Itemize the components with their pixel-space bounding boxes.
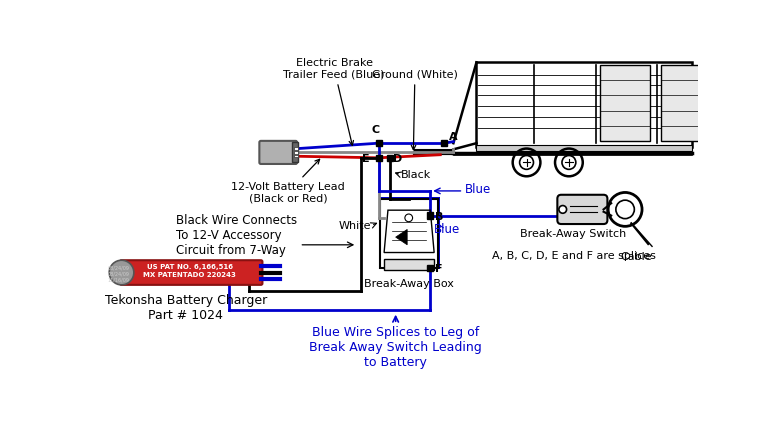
Text: D: D bbox=[394, 153, 402, 164]
Bar bbox=[294, 155, 298, 157]
Text: C: C bbox=[372, 126, 380, 136]
Text: Break-Away Box: Break-Away Box bbox=[364, 279, 454, 289]
Bar bbox=[387, 155, 394, 161]
Text: B: B bbox=[435, 212, 443, 222]
Polygon shape bbox=[396, 229, 407, 245]
FancyBboxPatch shape bbox=[120, 260, 262, 285]
FancyBboxPatch shape bbox=[557, 195, 608, 224]
Bar bbox=[427, 265, 433, 271]
Text: Ground (White): Ground (White) bbox=[372, 69, 457, 150]
Text: F: F bbox=[435, 265, 443, 274]
Text: Electric Brake
Trailer Feed (Blue): Electric Brake Trailer Feed (Blue) bbox=[283, 58, 385, 145]
Text: Cable: Cable bbox=[621, 252, 653, 262]
Text: US PAT NO. 6,166,516
MX PATENTADO 220243: US PAT NO. 6,166,516 MX PATENTADO 220243 bbox=[143, 264, 236, 278]
Bar bbox=[476, 62, 692, 147]
Text: Tekonsha Battery Charger
Part # 1024: Tekonsha Battery Charger Part # 1024 bbox=[105, 294, 267, 322]
Text: Break-Away Switch: Break-Away Switch bbox=[520, 229, 626, 239]
Text: Black Wire Connects
To 12-V Accessory
Circuit from 7-Way: Black Wire Connects To 12-V Accessory Ci… bbox=[176, 214, 297, 257]
Bar bbox=[427, 212, 433, 218]
Text: White: White bbox=[338, 221, 371, 231]
Text: Blue: Blue bbox=[434, 223, 461, 236]
Text: Black: Black bbox=[401, 170, 431, 180]
Text: E: E bbox=[362, 153, 370, 164]
Bar bbox=[380, 199, 438, 268]
Bar bbox=[376, 140, 382, 146]
Text: A, B, C, D, E and F are splices: A, B, C, D, E and F are splices bbox=[492, 252, 656, 261]
Bar bbox=[384, 259, 434, 270]
Circle shape bbox=[559, 205, 566, 213]
Bar bbox=[661, 65, 711, 141]
Text: 08/24/09
08/24/09
11/16/09: 08/24/09 08/24/09 11/16/09 bbox=[107, 266, 129, 282]
Bar bbox=[379, 197, 440, 269]
Text: 12-Volt Battery Lead
(Black or Red): 12-Volt Battery Lead (Black or Red) bbox=[231, 159, 345, 203]
Bar bbox=[600, 65, 650, 141]
Text: A: A bbox=[449, 132, 457, 142]
FancyBboxPatch shape bbox=[259, 141, 297, 164]
Text: Blue: Blue bbox=[465, 183, 491, 196]
Text: Blue Wire Splices to Leg of
Break Away Switch Leading
to Battery: Blue Wire Splices to Leg of Break Away S… bbox=[310, 326, 482, 369]
Bar bbox=[294, 151, 298, 153]
Circle shape bbox=[109, 260, 134, 285]
Bar bbox=[294, 147, 298, 150]
Bar bbox=[476, 146, 692, 151]
Bar bbox=[454, 152, 692, 155]
Bar bbox=[441, 140, 447, 146]
Bar bbox=[292, 143, 298, 163]
Bar bbox=[376, 155, 382, 161]
